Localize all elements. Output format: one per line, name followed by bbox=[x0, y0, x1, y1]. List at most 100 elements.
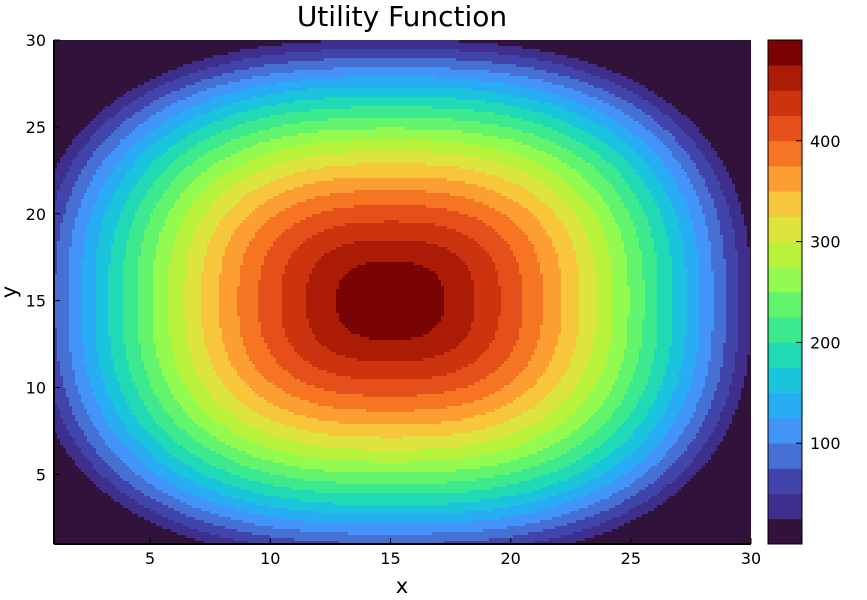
contour-cell bbox=[147, 82, 151, 86]
contour-cell bbox=[267, 55, 271, 59]
contour-cell bbox=[360, 82, 364, 86]
contour-cell bbox=[426, 43, 430, 47]
contour-cell bbox=[441, 55, 445, 59]
contour-cell bbox=[474, 49, 478, 53]
contour-cell bbox=[393, 61, 397, 65]
contour-cell bbox=[213, 88, 217, 92]
contour-cell bbox=[747, 40, 751, 44]
contour-cell bbox=[585, 61, 589, 65]
contour-cell bbox=[288, 43, 292, 47]
contour-cell bbox=[417, 76, 421, 80]
contour-cell bbox=[210, 85, 214, 89]
contour-cell bbox=[99, 55, 103, 59]
contour-cell bbox=[207, 73, 211, 77]
contour-cell bbox=[408, 88, 412, 92]
contour-cell bbox=[459, 64, 463, 68]
contour-cell bbox=[729, 85, 733, 89]
contour-cell bbox=[666, 73, 670, 77]
contour-cell bbox=[273, 52, 277, 56]
contour-cell bbox=[300, 52, 304, 56]
contour-cell bbox=[609, 79, 613, 83]
contour-cell bbox=[222, 79, 226, 83]
contour-cell bbox=[543, 91, 547, 95]
contour-cell bbox=[315, 40, 319, 44]
contour-cell bbox=[204, 88, 208, 92]
contour-cell bbox=[642, 85, 646, 89]
contour-cell bbox=[294, 79, 298, 83]
contour-cell bbox=[126, 88, 130, 92]
contour-cell bbox=[708, 67, 712, 71]
contour-cell bbox=[273, 94, 277, 98]
contour-cell bbox=[171, 55, 175, 59]
contour-cell bbox=[444, 46, 448, 50]
contour-cell bbox=[270, 55, 274, 59]
contour-cell bbox=[684, 82, 688, 86]
contour-cell bbox=[270, 67, 274, 71]
contour-cell bbox=[558, 49, 562, 53]
contour-cell bbox=[492, 49, 496, 53]
contour-cell bbox=[315, 91, 319, 95]
contour-cell bbox=[612, 76, 616, 80]
contour-cell bbox=[291, 67, 295, 71]
contour-cell bbox=[657, 76, 661, 80]
contour-cell bbox=[639, 52, 643, 56]
contour-cell bbox=[99, 88, 103, 92]
contour-cell bbox=[126, 70, 130, 74]
contour-cell bbox=[570, 76, 574, 80]
contour-cell bbox=[285, 61, 289, 65]
contour-cell bbox=[294, 94, 298, 98]
contour-cell bbox=[231, 64, 235, 68]
contour-cell bbox=[513, 85, 517, 89]
contour-cell bbox=[270, 94, 274, 98]
contour-cell bbox=[237, 85, 241, 89]
contour-cell bbox=[327, 70, 331, 74]
contour-cell bbox=[486, 82, 490, 86]
contour-cell bbox=[618, 82, 622, 86]
contour-cell bbox=[57, 49, 61, 53]
contour-cell bbox=[438, 55, 442, 59]
contour-cell bbox=[507, 85, 511, 89]
contour-cell bbox=[717, 58, 721, 62]
contour-cell bbox=[597, 46, 601, 50]
contour-cell bbox=[324, 64, 328, 68]
contour-cell bbox=[579, 79, 583, 83]
contour-cell bbox=[279, 64, 283, 68]
contour-cell bbox=[297, 79, 301, 83]
contour-cell bbox=[657, 88, 661, 92]
contour-cell bbox=[663, 85, 667, 89]
contour-cell bbox=[141, 52, 145, 56]
contour-cell bbox=[678, 67, 682, 71]
contour-cell bbox=[615, 70, 619, 74]
contour-cell bbox=[390, 61, 394, 65]
contour-cell bbox=[318, 43, 322, 47]
contour-cell bbox=[153, 76, 157, 80]
contour-cell bbox=[354, 52, 358, 56]
contour-cell bbox=[624, 82, 628, 86]
contour-cell bbox=[549, 88, 553, 92]
contour-cell bbox=[300, 73, 304, 77]
contour-cell bbox=[63, 49, 67, 53]
contour-cell bbox=[390, 43, 394, 47]
contour-cell bbox=[675, 82, 679, 86]
contour-cell bbox=[489, 40, 493, 44]
contour-cell bbox=[123, 79, 127, 83]
contour-cell bbox=[147, 91, 151, 95]
contour-cell bbox=[612, 85, 616, 89]
contour-cell bbox=[210, 88, 214, 92]
contour-cell bbox=[540, 82, 544, 86]
contour-cell bbox=[516, 52, 520, 56]
contour-cell bbox=[453, 85, 457, 89]
contour-cell bbox=[231, 67, 235, 71]
contour-cell bbox=[654, 88, 658, 92]
contour-cell bbox=[78, 70, 82, 74]
contour-cell bbox=[108, 94, 112, 98]
contour-cell bbox=[210, 58, 214, 62]
contour-cell bbox=[135, 58, 139, 62]
contour-cell bbox=[555, 55, 559, 59]
contour-cell bbox=[663, 64, 667, 68]
contour-cell bbox=[339, 91, 343, 95]
contour-cell bbox=[465, 82, 469, 86]
contour-cell bbox=[180, 67, 184, 71]
contour-cell bbox=[627, 91, 631, 95]
contour-cell bbox=[618, 76, 622, 80]
